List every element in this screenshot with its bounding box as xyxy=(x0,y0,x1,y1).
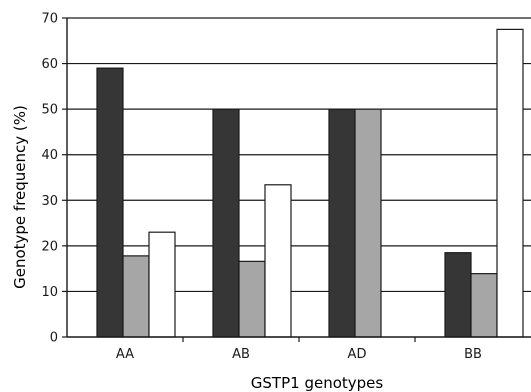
bar-series-1-aa xyxy=(96,67,124,338)
y-tick-label: 60 xyxy=(41,57,58,72)
x-tick-label-ad: AD xyxy=(348,347,367,362)
bar-series-3-bb xyxy=(496,28,524,338)
bar-series-1-ad xyxy=(328,108,356,338)
x-axis-title: GSTP1 genotypes xyxy=(251,374,384,392)
gridlines xyxy=(67,17,531,293)
y-tick-label: 10 xyxy=(41,285,58,300)
y-tick-label: 70 xyxy=(41,12,58,27)
y-tick-label: 50 xyxy=(41,103,58,118)
bar-series-1-ab xyxy=(212,108,240,338)
bar-series-2-aa xyxy=(122,255,150,338)
x-tick-label-bb: BB xyxy=(464,347,482,362)
y-axis-title: Genotype frequency (%) xyxy=(11,105,29,289)
tick-labels: 0 10 20 30 40 50 60 70 AA AB AD BB xyxy=(41,12,481,363)
bar-series-3-ab xyxy=(264,184,292,338)
bar-series-2-ab xyxy=(238,260,266,338)
bar-series-1-bb xyxy=(444,252,472,338)
y-tick-label: 30 xyxy=(41,194,58,209)
x-tick-label-ab: AB xyxy=(232,347,250,362)
x-tick-label-aa: AA xyxy=(116,347,134,362)
axes xyxy=(62,17,531,342)
bars xyxy=(96,28,524,338)
bar-series-3-aa xyxy=(148,231,176,338)
y-tick-label: 20 xyxy=(41,239,58,254)
y-tick-label: 40 xyxy=(41,148,58,163)
bar-series-2-ad xyxy=(354,108,382,338)
y-tick-label: 0 xyxy=(50,331,58,346)
bar-series-2-bb xyxy=(470,273,498,338)
